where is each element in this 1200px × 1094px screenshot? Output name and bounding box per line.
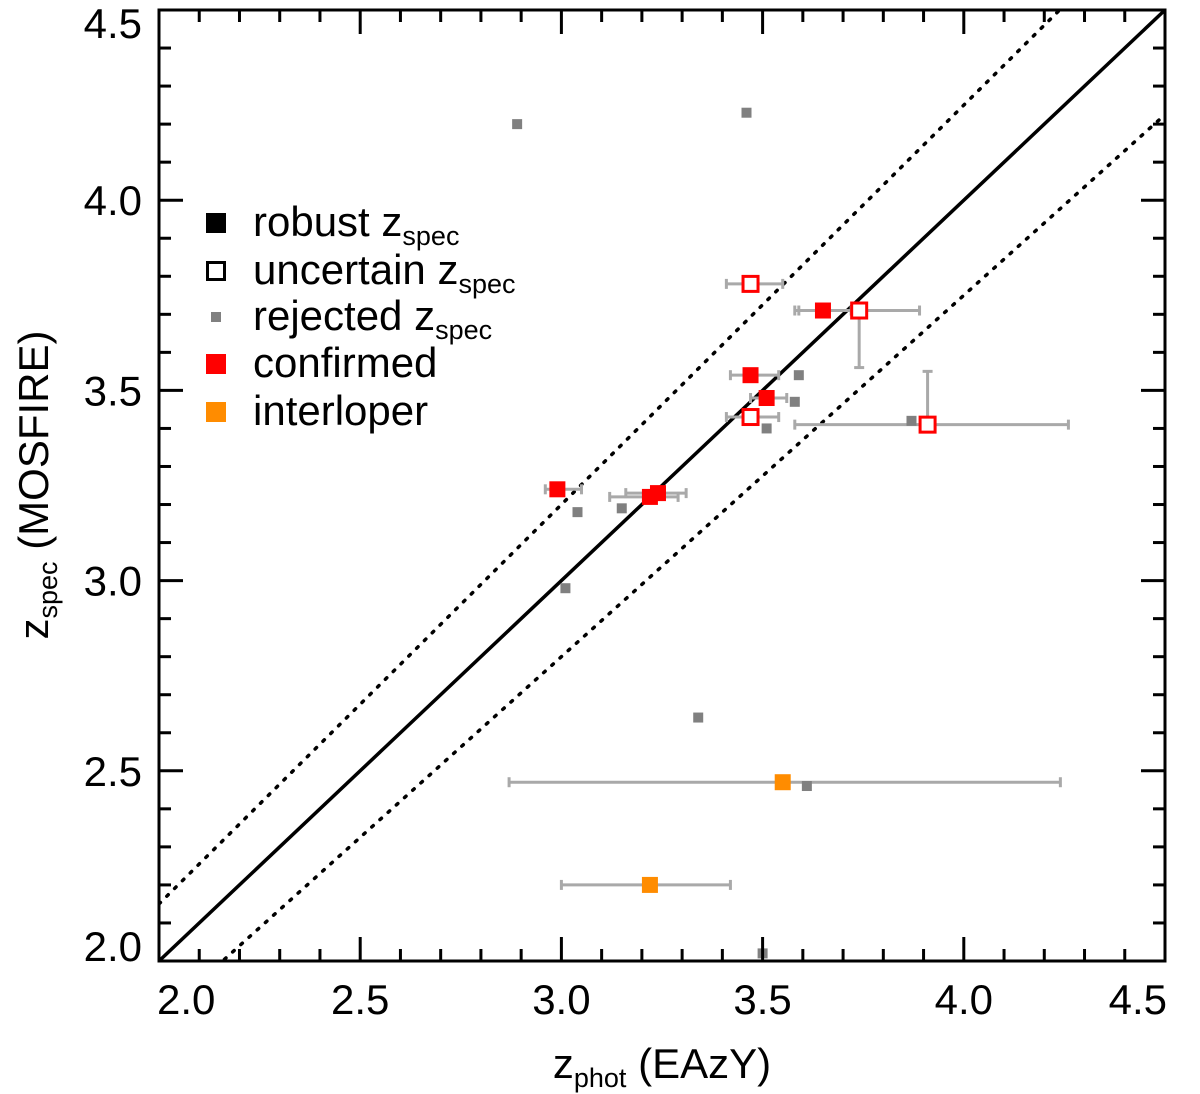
legend-label: confirmed [253, 339, 437, 386]
x-tick-label: 2.5 [331, 976, 389, 1023]
legend-label-sub: spec [402, 221, 459, 251]
reference-lines [159, 10, 1165, 961]
legend-label: interloper [253, 387, 428, 434]
tick-labels: 2.0 2.5 3.0 3.5 4.0 4.5 2.0 2.5 3.0 3.5 4.0 4.5 [84, 0, 1167, 1023]
confirmed-uncertain-point [850, 301, 869, 320]
y-tick-label: 3.5 [84, 367, 142, 414]
legend-marker [206, 213, 226, 233]
legend-marker [206, 354, 226, 374]
upper-scatter-bound-line [159, 10, 1063, 906]
y-tick-label: 2.5 [84, 748, 142, 795]
x-tick-label: 2.0 [157, 976, 215, 1023]
rejected-point [572, 507, 583, 518]
y-tick-label: 2.0 [84, 923, 142, 970]
x-tick-label: 3.0 [532, 976, 590, 1023]
y-tick-label: 3.0 [84, 558, 142, 605]
legend-marker [206, 261, 226, 281]
legend-label: robust zspec [253, 198, 459, 251]
confirmed-uncertain-point [741, 274, 760, 293]
confirmed-robust-point [758, 390, 775, 407]
rejected-point [741, 107, 752, 118]
confirmed-robust-point [649, 485, 666, 502]
legend-label: uncertain zspec [253, 246, 516, 299]
legend-marker [206, 402, 226, 422]
rejected-point [761, 423, 772, 434]
confirmed-uncertain-point [741, 408, 760, 427]
legend-label-main: confirmed [253, 339, 437, 386]
rejected-point [906, 415, 917, 426]
confirmed-robust-point [814, 302, 831, 319]
y-axis-label: zspec (MOSFIRE) [10, 330, 63, 639]
x-tick-label: 4.0 [935, 976, 993, 1023]
legend-marker [211, 312, 221, 322]
confirmed-uncertain-point [918, 415, 937, 434]
rejected-point [616, 503, 627, 514]
plot-frame [157, 8, 1167, 963]
legend-label: rejected zspec [253, 292, 492, 345]
legend-label-main: uncertain z [253, 246, 458, 293]
legend-label-main: rejected z [253, 292, 435, 339]
error-bars [507, 278, 1070, 890]
rejected-point [801, 781, 812, 792]
y-tick-label: 4.5 [84, 0, 142, 47]
x-tick-label: 4.5 [1109, 976, 1167, 1023]
data-markers [512, 107, 937, 959]
rejected-point [789, 396, 800, 407]
rejected-point [693, 712, 704, 723]
y-tick-label: 4.0 [84, 177, 142, 224]
legend-label-sub: spec [435, 315, 492, 345]
x-tick-label: 3.5 [733, 976, 791, 1023]
rejected-point [793, 370, 804, 381]
rejected-point [512, 119, 523, 130]
confirmed-robust-point [742, 367, 759, 384]
x-axis-label: zphot (EAzY) [553, 1040, 771, 1093]
legend-label-sub: spec [458, 269, 515, 299]
interloper-point [641, 876, 658, 893]
interloper-point [774, 774, 791, 791]
confirmed-robust-point [549, 481, 566, 498]
legend-label-main: interloper [253, 387, 428, 434]
rejected-point [560, 583, 571, 594]
legend-label-main: robust z [253, 198, 402, 245]
